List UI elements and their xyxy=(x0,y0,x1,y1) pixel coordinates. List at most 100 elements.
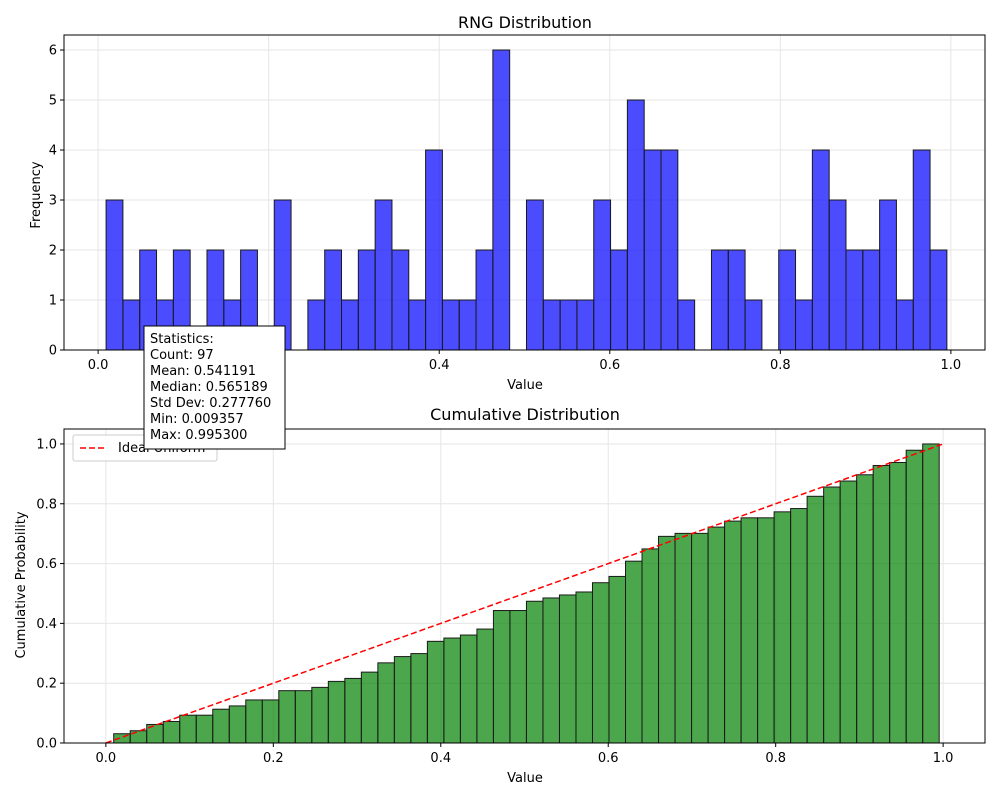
cumulative-bar xyxy=(558,594,577,744)
cumulative-bar xyxy=(823,486,841,744)
cumulative-bar xyxy=(459,634,478,744)
histogram-bar xyxy=(895,299,914,351)
histogram-bars xyxy=(105,49,948,351)
statistics-line: Mean: 0.541191 xyxy=(150,364,256,379)
histogram-y-label: Frequency xyxy=(29,161,44,228)
cumulative-x-label: Value xyxy=(507,771,543,786)
cumulative-bar xyxy=(410,653,428,744)
statistics-line: Max: 0.995300 xyxy=(150,428,247,443)
histogram-bar xyxy=(458,299,477,351)
y-tick-label: 0 xyxy=(49,344,57,359)
histogram-bar xyxy=(324,249,343,351)
y-tick-label: 5 xyxy=(49,94,57,109)
histogram-bar xyxy=(122,299,141,351)
x-tick-label: 0.6 xyxy=(599,358,620,373)
histogram-frame xyxy=(63,34,986,351)
histogram-bar xyxy=(593,199,612,351)
y-tick-label: 4 xyxy=(49,144,57,159)
cumulative-bar xyxy=(162,720,181,744)
cumulative-bar xyxy=(443,637,461,744)
statistics-line: Median: 0.565189 xyxy=(150,380,268,395)
y-tick-label: 0.4 xyxy=(36,617,57,632)
y-tick-label: 0.6 xyxy=(36,557,57,572)
y-tick-label: 6 xyxy=(49,44,57,59)
cumulative-bar xyxy=(129,730,148,744)
histogram-bar xyxy=(912,149,931,351)
histogram-bar xyxy=(811,149,830,351)
y-tick-label: 0.0 xyxy=(36,737,57,752)
cumulative-bar xyxy=(608,575,627,744)
cumulative-bar xyxy=(591,582,610,744)
cumulative-bar xyxy=(377,662,395,744)
y-tick-label: 1 xyxy=(49,294,57,309)
cumulative-bar xyxy=(856,474,874,744)
histogram-bar xyxy=(576,299,595,351)
histogram-bar xyxy=(525,199,544,351)
statistics-line: Std Dev: 0.277760 xyxy=(150,396,271,411)
histogram-bar xyxy=(341,299,359,351)
x-tick-label: 1.0 xyxy=(941,358,962,373)
histogram-bar xyxy=(307,299,326,351)
histogram-bar xyxy=(626,99,645,351)
cumulative-y-ticks: 0.0 0.2 0.4 0.6 0.8 1.0 xyxy=(36,437,64,752)
cumulative-bar xyxy=(625,560,643,744)
cumulative-bar xyxy=(492,610,511,744)
cumulative-bar xyxy=(773,511,792,744)
histogram-bar xyxy=(105,199,124,351)
histogram-bar xyxy=(357,249,376,351)
y-tick-label: 0.2 xyxy=(36,677,57,692)
cumulative-bar xyxy=(228,705,247,744)
cumulative-bar xyxy=(294,690,313,744)
histogram-bar xyxy=(828,199,847,351)
cumulative-bar xyxy=(311,686,329,744)
y-tick-label: 0.8 xyxy=(36,497,57,512)
cumulative-bar xyxy=(245,699,263,744)
y-tick-label: 3 xyxy=(49,194,57,209)
cumulative-bar xyxy=(790,508,808,744)
histogram-bar xyxy=(559,299,578,351)
cumulative-bar xyxy=(393,656,412,744)
cumulative-bar xyxy=(641,548,660,744)
cumulative-title: Cumulative Distribution xyxy=(430,405,620,424)
cumulative-bar xyxy=(757,517,775,744)
cumulative-chart: 0.0 0.2 0.4 0.6 0.8 1.0 0.0 0.2 0.4 0.6 0.8 1.0 Cu… xyxy=(14,405,986,786)
histogram-bar xyxy=(862,249,881,351)
histogram-bar xyxy=(542,299,561,351)
statistics-box-background xyxy=(143,325,286,450)
histogram-x-label: Value xyxy=(507,378,543,393)
x-tick-label: 0.8 xyxy=(765,751,786,766)
cumulative-bar xyxy=(278,690,296,744)
histogram-bar xyxy=(710,249,729,351)
cumulative-bar xyxy=(327,680,346,744)
cumulative-bar xyxy=(575,591,593,744)
histogram-bar xyxy=(795,299,813,351)
histogram-y-ticks: 0 1 2 3 4 5 6 xyxy=(49,44,64,359)
cumulative-bar xyxy=(889,461,907,744)
histogram-bar xyxy=(727,249,746,351)
cumulative-bar xyxy=(872,464,891,744)
ideal-uniform-line xyxy=(105,443,944,744)
x-tick-label: 0.4 xyxy=(430,751,451,766)
cumulative-bar xyxy=(691,532,709,744)
statistics-line: Count: 97 xyxy=(150,348,214,363)
cumulative-bar xyxy=(509,610,527,744)
x-tick-label: 1.0 xyxy=(933,751,954,766)
histogram-bar xyxy=(425,149,443,351)
x-tick-label: 0.4 xyxy=(429,358,450,373)
cumulative-bar xyxy=(476,628,494,744)
histogram-bar xyxy=(660,149,679,351)
cumulative-bar xyxy=(344,677,362,744)
histogram-bar xyxy=(677,299,696,351)
cumulative-bar xyxy=(674,532,693,744)
histogram-bar xyxy=(391,249,410,351)
cumulative-bar xyxy=(905,449,924,744)
cumulative-bar xyxy=(195,714,214,744)
cumulative-frame xyxy=(63,428,986,744)
cumulative-bar xyxy=(360,671,379,744)
histogram-bar xyxy=(441,299,460,351)
histogram-bar xyxy=(744,299,763,351)
histogram-bar xyxy=(492,49,511,351)
y-tick-label: 1.0 xyxy=(36,437,57,452)
